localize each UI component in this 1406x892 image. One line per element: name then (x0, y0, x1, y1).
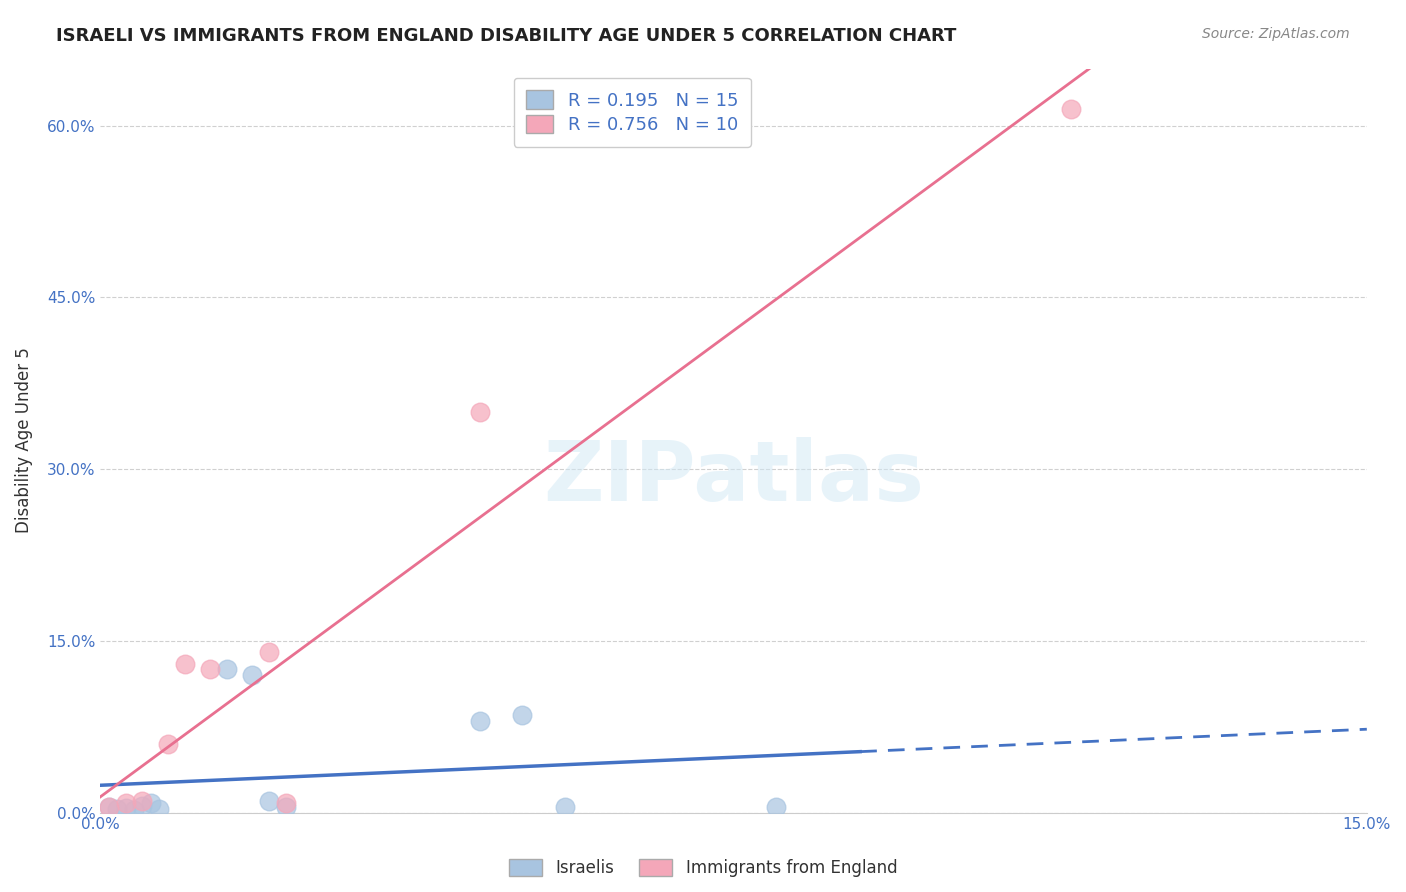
Point (470, 714, 492, 728)
Point (173, 657, 195, 671)
Point (97, 800, 120, 814)
Point (274, 800, 297, 814)
Point (139, 797, 162, 811)
Point (257, 645, 280, 659)
Point (554, 800, 576, 814)
Point (512, 708, 534, 723)
Point (131, 794, 153, 808)
Point (156, 737, 179, 751)
Point (131, 798, 153, 813)
Y-axis label: Disability Age Under 5: Disability Age Under 5 (15, 348, 32, 533)
Text: Source: ZipAtlas.com: Source: ZipAtlas.com (1202, 27, 1350, 41)
Point (240, 668, 263, 682)
Point (114, 801, 136, 815)
Point (215, 663, 238, 677)
Legend: Israelis, Immigrants from England: Israelis, Immigrants from England (502, 852, 904, 884)
Point (198, 663, 221, 677)
Point (257, 794, 280, 808)
Point (97, 800, 120, 814)
Point (470, 405, 492, 419)
Point (105, 802, 128, 816)
Point (122, 803, 145, 817)
Point (274, 797, 297, 811)
Text: ISRAELI VS IMMIGRANTS FROM ENGLAND DISABILITY AGE UNDER 5 CORRELATION CHART: ISRAELI VS IMMIGRANTS FROM ENGLAND DISAB… (56, 27, 956, 45)
Legend: R = 0.195   N = 15, R = 0.756   N = 10: R = 0.195 N = 15, R = 0.756 N = 10 (513, 78, 751, 147)
Point (1060, 102, 1083, 116)
Point (114, 797, 136, 811)
Point (148, 802, 170, 816)
Point (765, 800, 787, 814)
Text: ZIPatlas: ZIPatlas (543, 437, 924, 518)
